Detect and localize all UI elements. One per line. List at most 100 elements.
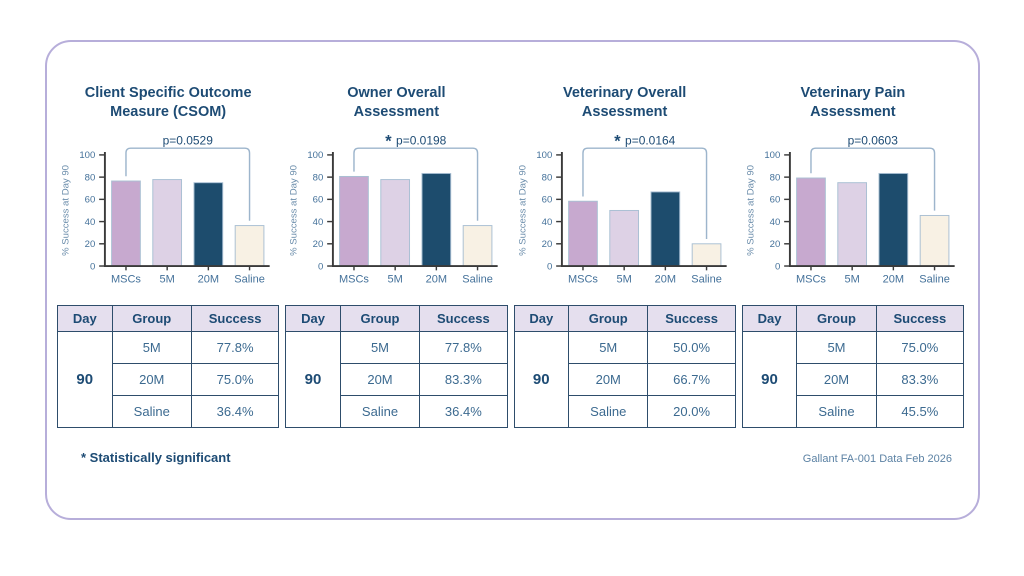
- group-cell: 20M: [111, 363, 192, 397]
- bar-Saline: [234, 225, 265, 267]
- chart-csom: Client Specific Outcome Measure (CSOM) 0 2…: [57, 84, 279, 289]
- table-row: 20M 75.0%: [58, 363, 280, 397]
- x-category-label: Saline: [463, 273, 494, 285]
- x-category-label: Saline: [691, 273, 722, 285]
- x-category-label: 5M: [388, 273, 403, 285]
- y-tick-label: 60: [85, 195, 96, 206]
- significance-asterisk: *: [385, 132, 396, 150]
- results-table: Day Group Success 90 5M 77.8% 20M 83.3% Saline 36…: [285, 305, 508, 429]
- y-tick-label: 80: [85, 172, 96, 183]
- table-row: 90 5M 77.8%: [285, 331, 508, 429]
- table-row: Saline 36.4%: [286, 395, 508, 429]
- x-category-label: MSCs: [339, 273, 369, 285]
- success-cell: 77.8%: [419, 331, 508, 365]
- table-header-group: Group: [339, 305, 421, 333]
- bar-MSCs: [795, 177, 826, 267]
- results-table: Day Group Success 90 5M 77.8% 20M 75.0% Saline 36…: [57, 305, 280, 429]
- y-tick-label: 100: [536, 150, 552, 161]
- bar-chart: 0 20 40 60 80 100 % Success at Day 90 MSCs 5M 20M…: [745, 133, 955, 285]
- chart-owner-overall-assessment: Owner Overall Assessment 0 20 40 60 80 100 % Su…: [285, 84, 507, 289]
- results-table: Day Group Success 90 5M 75.0% 20M 83.3% Saline 45…: [741, 305, 965, 429]
- y-axis-label: % Success at Day 90: [289, 165, 300, 256]
- table-header-success: Success: [647, 305, 736, 333]
- bar-MSCs: [339, 175, 370, 267]
- y-tick-label: 100: [764, 150, 780, 161]
- y-tick-label: 20: [769, 239, 780, 250]
- x-category-label: MSCs: [111, 273, 141, 285]
- x-category-label: MSCs: [567, 273, 597, 285]
- day-cell: 90: [513, 331, 570, 429]
- chart-title: Client Specific Outcome Measure (CSOM): [84, 85, 252, 120]
- table-row: 90 5M 50.0%: [513, 331, 736, 429]
- y-tick-label: 100: [79, 150, 95, 161]
- table-header-group: Group: [568, 305, 649, 333]
- success-cell: 77.8%: [190, 331, 280, 365]
- group-cell: 20M: [339, 363, 421, 397]
- table-veterinary-pain-assessment: Day Group Success 90 5M 75.0% 20M 83.3% Saline 45…: [741, 305, 965, 429]
- footer-row: * Statistically significant Gallant FA-0…: [47, 428, 978, 465]
- x-category-label: 20M: [882, 273, 903, 285]
- bar-Saline: [462, 225, 493, 267]
- table-row: 20M 66.7%: [514, 363, 736, 397]
- table-header-day: Day: [57, 305, 113, 333]
- success-cell: 75.0%: [875, 331, 965, 365]
- table-header-success: Success: [419, 305, 508, 333]
- y-axis-label: % Success at Day 90: [517, 165, 528, 256]
- y-tick-label: 80: [313, 172, 324, 183]
- y-axis-label: % Success at Day 90: [745, 165, 756, 256]
- group-cell: 5M: [796, 331, 877, 365]
- bar-20M: [650, 191, 680, 267]
- success-cell: 66.7%: [647, 363, 736, 397]
- significance-bracket: [125, 147, 251, 221]
- results-card: Client Specific Outcome Measure (CSOM) 0 2…: [45, 40, 980, 520]
- p-value-label: * p=0.0198: [385, 132, 446, 150]
- y-tick-label: 0: [318, 261, 323, 272]
- chart-veterinary-overall-assessment: Veterinary Overall Assessment 0 20 40 60 80 10…: [514, 84, 736, 289]
- table-owner-overall-assessment: Day Group Success 90 5M 77.8% 20M 83.3% Saline 36…: [285, 305, 508, 429]
- table-header-day: Day: [741, 305, 798, 333]
- bar-5M: [837, 182, 867, 267]
- x-category-label: 5M: [160, 273, 175, 285]
- table-header-group: Group: [796, 305, 877, 333]
- y-tick-label: 80: [769, 172, 780, 183]
- y-tick-label: 60: [313, 195, 324, 206]
- chart-title: Veterinary Pain Assessment: [800, 85, 906, 120]
- charts-row: Client Specific Outcome Measure (CSOM) 0 2…: [47, 42, 978, 289]
- source-note: Gallant FA-001 Data Feb 2026: [802, 453, 952, 466]
- tables-row: Day Group Success 90 5M 77.8% 20M 75.0% Saline 36…: [47, 289, 978, 429]
- y-tick-label: 60: [541, 195, 552, 206]
- x-category-label: 20M: [198, 273, 219, 285]
- day-cell: 90: [741, 331, 798, 429]
- significance-footnote: * Statistically significant: [81, 450, 231, 466]
- table-veterinary-overall-assessment: Day Group Success 90 5M 50.0% 20M 66.7% Saline 20…: [513, 305, 736, 429]
- table-row: Saline 36.4%: [58, 395, 280, 429]
- success-cell: 45.5%: [875, 395, 965, 429]
- success-cell: 83.3%: [419, 363, 508, 397]
- group-cell: Saline: [568, 395, 649, 429]
- p-value-label: * p=0.0164: [614, 132, 675, 150]
- chart-title: Veterinary Overall Assessment: [562, 85, 687, 120]
- bar-Saline: [691, 243, 721, 267]
- success-cell: 36.4%: [419, 395, 508, 429]
- x-category-label: 5M: [844, 273, 859, 285]
- bar-chart: 0 20 40 60 80 100 % Success at Day 90 MSCs 5M 20M…: [517, 132, 727, 285]
- y-axis-label: % Success at Day 90: [61, 165, 72, 256]
- table-row: 20M 83.3%: [286, 363, 508, 397]
- day-cell: 90: [57, 331, 113, 429]
- x-category-label: MSCs: [796, 273, 826, 285]
- x-category-label: 5M: [616, 273, 631, 285]
- significance-bracket: [581, 147, 707, 240]
- bar-MSCs: [567, 200, 598, 267]
- group-cell: Saline: [796, 395, 877, 429]
- group-cell: 20M: [796, 363, 877, 397]
- p-value-label: p=0.0529: [163, 133, 214, 147]
- chart-title: Owner Overall Assessment: [347, 85, 446, 120]
- table-row: Saline 20.0%: [514, 395, 736, 429]
- success-cell: 36.4%: [190, 395, 280, 429]
- table-csom: Day Group Success 90 5M 77.8% 20M 75.0% Saline 36…: [57, 305, 280, 429]
- table-row: Saline 45.5%: [742, 395, 965, 429]
- table-header-group: Group: [111, 305, 192, 333]
- table-header-success: Success: [875, 305, 965, 333]
- x-category-label: Saline: [919, 273, 950, 285]
